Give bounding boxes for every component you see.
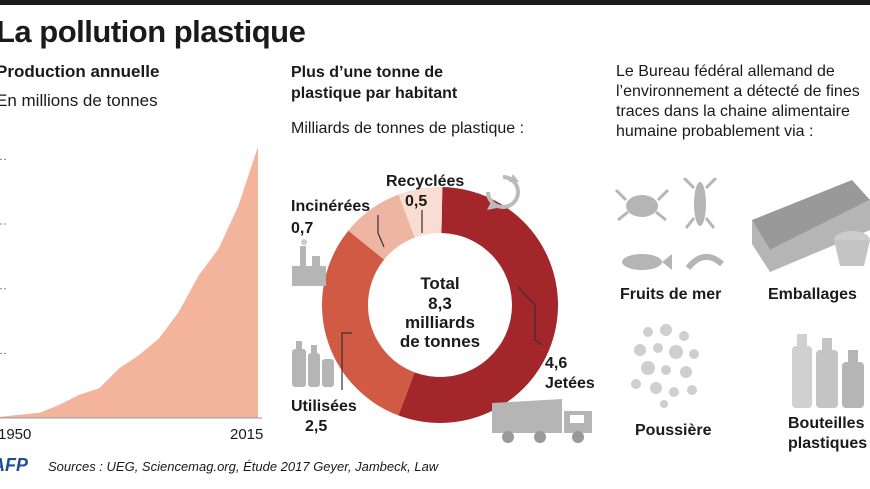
source-text: Sources : UEG, Sciencemag.org, Étude 201… <box>48 459 439 474</box>
label-utilisees-name: Utilisées <box>291 398 357 415</box>
category-bouteilles-plastiques: Bouteilles plastiques <box>788 415 868 452</box>
donut-center-unit1: milliards <box>405 313 475 332</box>
leader-line-utilisees <box>341 332 352 390</box>
garbage-truck-icon <box>492 399 592 443</box>
chart-gridlines <box>0 158 8 354</box>
leader-line-incinerees <box>377 215 385 248</box>
x-tick-label-2015: 2015 <box>230 426 264 443</box>
donut-center-total: Total <box>420 274 459 293</box>
donut-slice-utilisees <box>322 230 415 416</box>
page-title: La pollution plastique <box>0 14 306 49</box>
x-tick-label-1950: 1950 <box>0 426 32 443</box>
label-jetees-name: Jetées <box>545 375 595 392</box>
dust-icon <box>631 324 699 408</box>
category-poussiere: Poussière <box>635 422 712 439</box>
category-emballages: Emballages <box>768 286 857 303</box>
donut-chart-unit: Milliards de tonnes de plastique : <box>291 120 525 137</box>
production-area <box>0 146 258 418</box>
label-recyclees-value: 0,5 <box>405 193 428 210</box>
production-area-chart <box>0 146 262 419</box>
donut-slice-recyclees <box>398 187 443 238</box>
bureau-federal-text: Le Bureau fédéral allemand de l’environn… <box>616 63 860 140</box>
plastic-donut-chart: Total 8,3 milliards de tonnes <box>322 187 559 424</box>
label-utilisees-value: 2,5 <box>305 418 328 435</box>
donut-slice-jetees <box>398 187 559 424</box>
seafood-icon <box>614 178 724 270</box>
top-bar <box>0 0 870 5</box>
donut-chart-title: Plus d’une tonne de plastique par habita… <box>291 64 458 102</box>
plastic-bottles-icon <box>792 334 864 408</box>
label-recyclees-name: Recyclées <box>386 173 465 190</box>
packaging-icon <box>752 180 870 272</box>
donut-center-unit2: de tonnes <box>400 332 480 351</box>
donut-slice-incinerees <box>348 194 415 260</box>
label-incinerees-value: 0,7 <box>291 220 314 237</box>
label-jetees-value: 4,6 <box>545 355 568 372</box>
donut-center-value: 8,3 <box>428 294 452 313</box>
incinerator-icon <box>292 239 326 286</box>
leader-line-jetees <box>517 286 543 346</box>
bottles-icon <box>292 341 334 387</box>
category-fruits-de-mer: Fruits de mer <box>620 286 722 303</box>
production-chart-unit: En millions de tonnes <box>0 91 158 110</box>
afp-logo: AFP <box>0 455 28 475</box>
production-chart-title: Production annuelle <box>0 62 160 81</box>
label-incinerees-name: Incinérées <box>291 198 371 215</box>
recycle-icon <box>486 174 520 210</box>
